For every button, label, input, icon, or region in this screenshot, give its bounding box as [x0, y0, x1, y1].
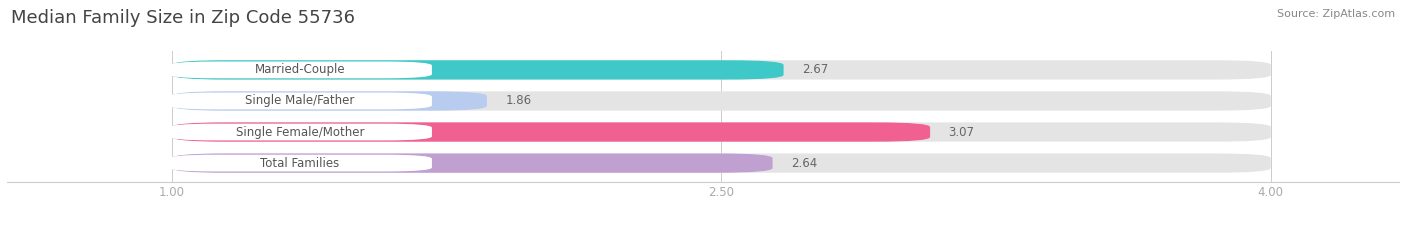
- FancyBboxPatch shape: [172, 154, 773, 173]
- Text: Single Female/Mother: Single Female/Mother: [236, 126, 364, 139]
- Text: Median Family Size in Zip Code 55736: Median Family Size in Zip Code 55736: [11, 9, 356, 27]
- Text: 2.67: 2.67: [801, 63, 828, 76]
- FancyBboxPatch shape: [172, 91, 1271, 111]
- FancyBboxPatch shape: [172, 60, 1271, 79]
- FancyBboxPatch shape: [172, 122, 931, 142]
- Text: Single Male/Father: Single Male/Father: [246, 94, 354, 107]
- Text: 1.86: 1.86: [505, 94, 531, 107]
- FancyBboxPatch shape: [169, 155, 432, 171]
- Text: 2.64: 2.64: [792, 157, 817, 170]
- Text: 3.07: 3.07: [949, 126, 974, 139]
- FancyBboxPatch shape: [169, 93, 432, 109]
- Text: Total Families: Total Families: [260, 157, 340, 170]
- FancyBboxPatch shape: [172, 91, 486, 111]
- Text: Source: ZipAtlas.com: Source: ZipAtlas.com: [1277, 9, 1395, 19]
- FancyBboxPatch shape: [169, 124, 432, 140]
- Text: Married-Couple: Married-Couple: [254, 63, 346, 76]
- FancyBboxPatch shape: [169, 62, 432, 78]
- FancyBboxPatch shape: [172, 60, 783, 79]
- FancyBboxPatch shape: [172, 154, 1271, 173]
- FancyBboxPatch shape: [172, 122, 1271, 142]
